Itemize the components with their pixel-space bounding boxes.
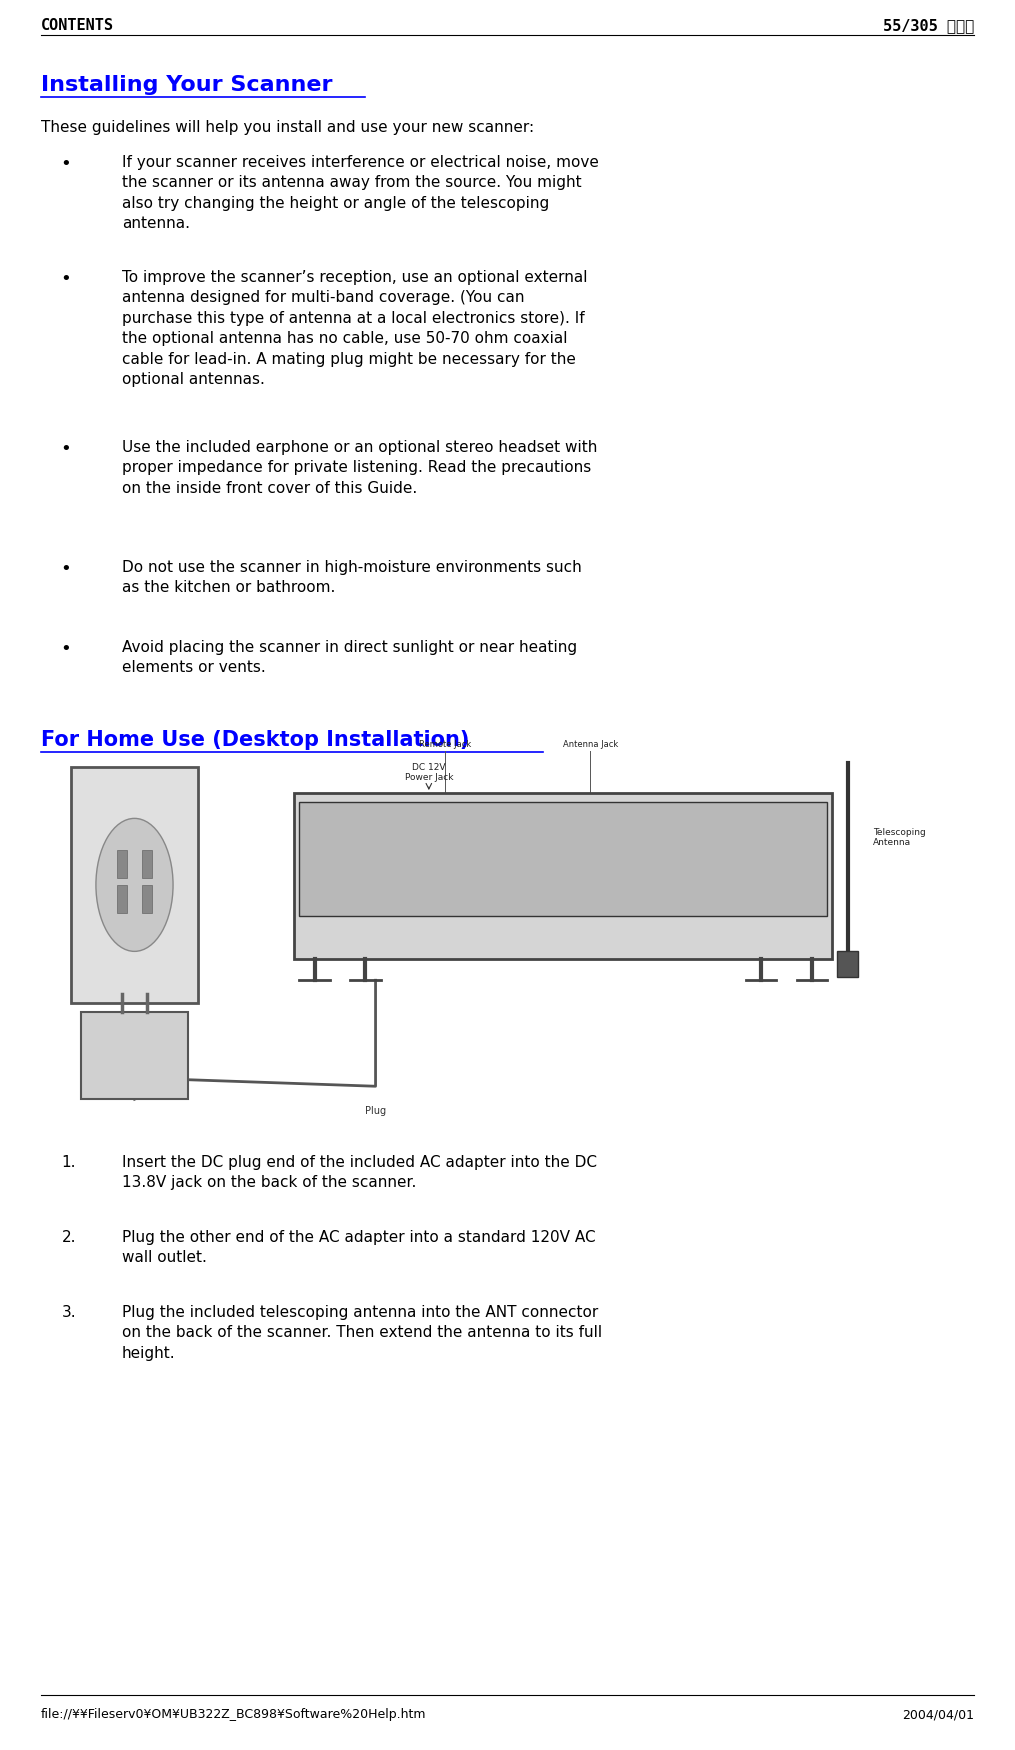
Text: CONTENTS: CONTENTS bbox=[41, 18, 114, 33]
Text: Avoid placing the scanner in direct sunlight or near heating
elements or vents.: Avoid placing the scanner in direct sunl… bbox=[122, 640, 577, 676]
Text: •: • bbox=[60, 560, 71, 578]
FancyBboxPatch shape bbox=[81, 1011, 188, 1099]
Text: 1.: 1. bbox=[62, 1155, 76, 1171]
FancyBboxPatch shape bbox=[837, 950, 858, 977]
FancyBboxPatch shape bbox=[141, 850, 152, 878]
FancyBboxPatch shape bbox=[141, 886, 152, 914]
FancyBboxPatch shape bbox=[71, 766, 198, 1003]
FancyBboxPatch shape bbox=[299, 802, 827, 915]
Text: 2004/04/01: 2004/04/01 bbox=[902, 1708, 974, 1720]
FancyBboxPatch shape bbox=[117, 850, 128, 878]
Text: If your scanner receives interference or electrical noise, move
the scanner or i: If your scanner receives interference or… bbox=[122, 156, 599, 231]
FancyBboxPatch shape bbox=[117, 886, 128, 914]
Circle shape bbox=[96, 819, 173, 952]
Text: Plug: Plug bbox=[365, 1106, 386, 1116]
Text: •: • bbox=[60, 270, 71, 289]
Text: Plug the included telescoping antenna into the ANT connector
on the back of the : Plug the included telescoping antenna in… bbox=[122, 1306, 602, 1362]
Text: Insert the DC plug end of the included AC adapter into the DC
13.8V jack on the : Insert the DC plug end of the included A… bbox=[122, 1155, 597, 1190]
Text: 55/305 ページ: 55/305 ページ bbox=[883, 18, 974, 33]
Text: For Home Use (Desktop Installation): For Home Use (Desktop Installation) bbox=[41, 730, 469, 751]
Text: Do not use the scanner in high-moisture environments such
as the kitchen or bath: Do not use the scanner in high-moisture … bbox=[122, 560, 582, 595]
Text: These guidelines will help you install and use your new scanner:: These guidelines will help you install a… bbox=[41, 121, 534, 135]
FancyBboxPatch shape bbox=[61, 758, 954, 1130]
Text: Antenna Jack: Antenna Jack bbox=[562, 740, 618, 749]
Text: •: • bbox=[60, 156, 71, 173]
Text: Use the included earphone or an optional stereo headset with
proper impedance fo: Use the included earphone or an optional… bbox=[122, 439, 597, 495]
Text: Plug the other end of the AC adapter into a standard 120V AC
wall outlet.: Plug the other end of the AC adapter int… bbox=[122, 1230, 596, 1265]
Text: To improve the scanner’s reception, use an optional external
antenna designed fo: To improve the scanner’s reception, use … bbox=[122, 270, 588, 387]
Text: 3.: 3. bbox=[62, 1306, 76, 1320]
FancyBboxPatch shape bbox=[294, 793, 832, 959]
Text: file://¥¥Fileserv0¥OM¥UB322Z_BC898¥Software%20Help.htm: file://¥¥Fileserv0¥OM¥UB322Z_BC898¥Softw… bbox=[41, 1708, 426, 1720]
Text: 2.: 2. bbox=[62, 1230, 76, 1244]
Text: •: • bbox=[60, 640, 71, 658]
Text: Remote Jack: Remote Jack bbox=[419, 740, 471, 749]
Text: DC 12V
Power Jack: DC 12V Power Jack bbox=[405, 763, 453, 782]
Text: Installing Your Scanner: Installing Your Scanner bbox=[41, 75, 332, 94]
Text: •: • bbox=[60, 439, 71, 458]
Text: Telescoping
Antenna: Telescoping Antenna bbox=[873, 828, 926, 847]
